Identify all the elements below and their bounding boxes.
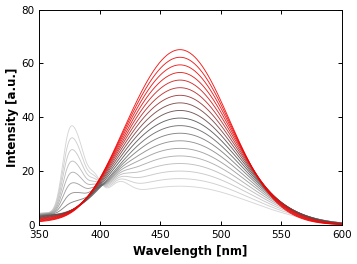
X-axis label: Wavelength [nm]: Wavelength [nm] [133, 246, 248, 258]
Y-axis label: Intensity [a.u.]: Intensity [a.u.] [6, 68, 19, 167]
